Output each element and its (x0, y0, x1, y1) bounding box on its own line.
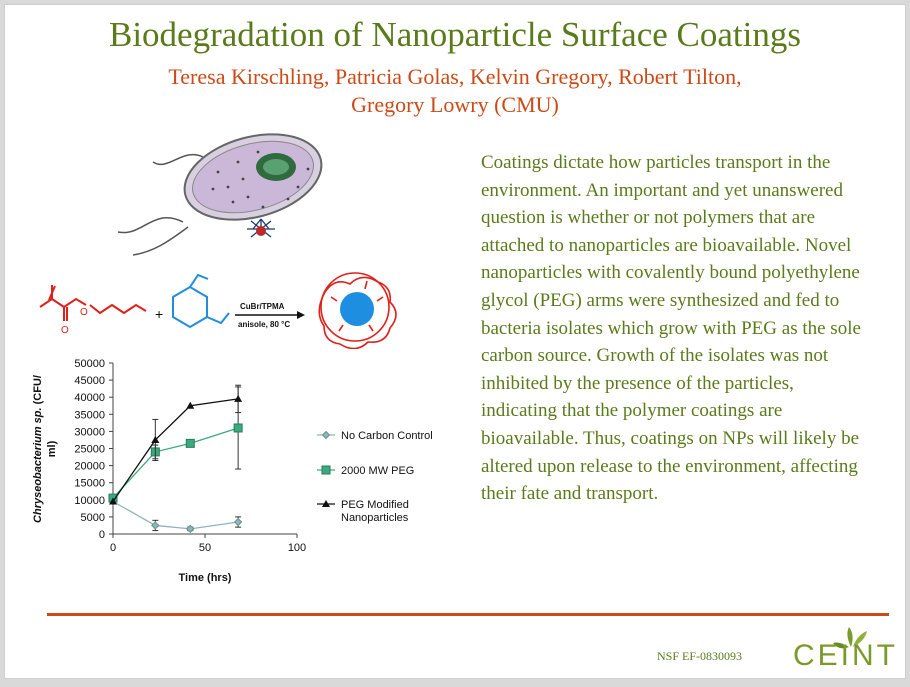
legend-label: No Carbon Control (341, 430, 433, 442)
divider-rule (47, 613, 889, 616)
series-square (108, 386, 243, 503)
x-tick-label: 0 (110, 542, 116, 554)
series-diamond (108, 497, 243, 534)
y-tick-label: 25000 (74, 444, 105, 456)
series-line (112, 427, 239, 499)
data-point (185, 438, 195, 448)
data-point (322, 500, 330, 507)
y-tick-label: 40000 (74, 392, 105, 404)
data-point (186, 401, 195, 409)
chart-ylabel-italic: Chryseobacterium sp. (32, 407, 44, 523)
y-tick-label: 35000 (74, 409, 105, 421)
legend-label: Nanoparticles (341, 512, 409, 524)
y-tick-label: 45000 (74, 375, 105, 387)
legend-label: PEG Modified (341, 499, 409, 511)
bacterium-illustration (117, 133, 323, 256)
authors-line-2: Gregory Lowry (CMU) (351, 92, 559, 117)
chart-xlabel: Time (hrs) (179, 572, 232, 584)
slide-title: Biodegradation of Nanoparticle Surface C… (108, 15, 801, 54)
y-tick-label: 30000 (74, 426, 105, 438)
chart-legend: No Carbon Control 2000 MW PEG PEG Modified… (317, 430, 433, 524)
data-point (233, 423, 243, 433)
data-point (151, 521, 160, 530)
data-point (321, 430, 331, 440)
chart-axes: 0 5000 10000 15000 20000 25000 30000 35000 40000… (74, 358, 306, 554)
svg-text:O: O (61, 325, 69, 336)
slide: Biodegradation of Nanoparticle Surface C… (4, 4, 906, 679)
legend-entry: 2000 MW PEG (317, 465, 414, 477)
y-tick-label: 0 (99, 529, 105, 541)
svg-text:O: O (80, 307, 88, 318)
ceint-logo: CEINT (793, 625, 895, 675)
chart-ylabel-line2: ml) (46, 440, 58, 457)
reaction-scheme: O O + CuBr/TPMA anisole, 80 °C (39, 272, 397, 349)
series-line (112, 398, 239, 502)
chart-series (108, 384, 243, 534)
series-triangle (109, 384, 243, 505)
body-text: Coatings dictate how particles transport… (481, 152, 861, 505)
x-tick-label: 50 (199, 542, 211, 554)
growth-chart: 0 5000 10000 15000 20000 25000 30000 35000 40000… (32, 358, 433, 584)
data-point (151, 435, 160, 443)
y-tick-label: 50000 (74, 358, 105, 370)
chart-ylabel: Chryseobacterium sp. (CFU/ (32, 375, 44, 523)
data-point (233, 517, 243, 527)
authors: Teresa Kirschling, Patricia Golas, Kelvi… (35, 63, 875, 119)
y-tick-label: 10000 (74, 495, 105, 507)
logo-text: CEINT (793, 639, 898, 672)
data-point (186, 524, 195, 534)
scheme-reagent: CuBr/TPMA (240, 302, 285, 311)
scheme-conditions: anisole, 80 °C (238, 320, 290, 329)
chart-ylabel-rest: (CFU/ (32, 375, 44, 407)
legend-label: 2000 MW PEG (341, 465, 414, 477)
grant-number: NSF EF-0830093 (657, 649, 743, 663)
y-tick-label: 5000 (81, 512, 105, 524)
scheme-plus: + (155, 306, 163, 322)
x-tick-label: 100 (288, 542, 306, 554)
data-point (109, 497, 117, 505)
data-point (234, 394, 243, 402)
y-tick-label: 20000 (74, 461, 105, 473)
y-tick-label: 15000 (74, 478, 105, 490)
authors-line-1: Teresa Kirschling, Patricia Golas, Kelvi… (168, 64, 742, 89)
data-point (321, 465, 331, 475)
legend-entry: No Carbon Control (317, 430, 433, 442)
leaf-icon (833, 627, 867, 649)
series-line (112, 500, 239, 530)
